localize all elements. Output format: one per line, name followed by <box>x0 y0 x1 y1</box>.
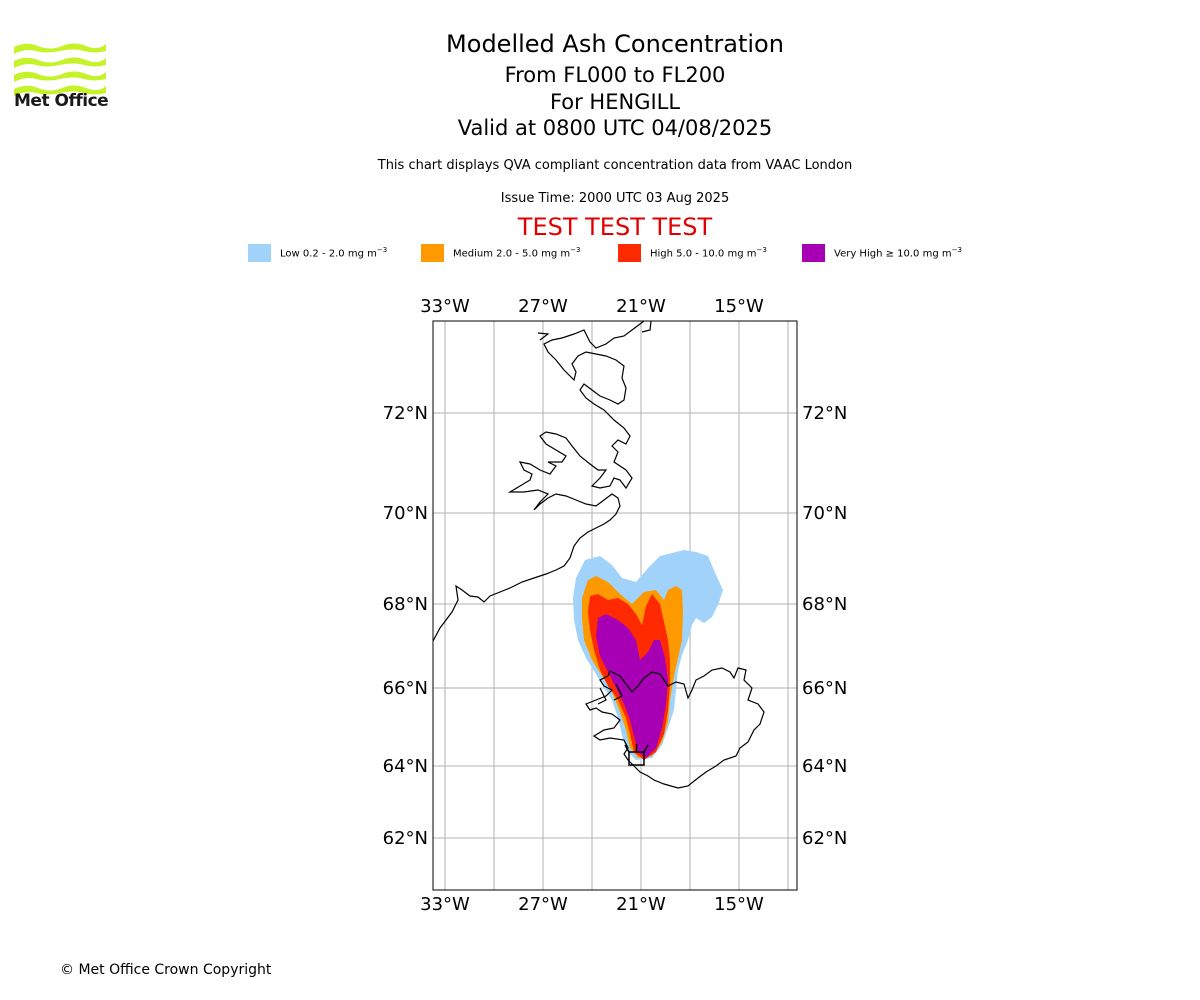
lat-label-left: 68°N <box>383 594 428 615</box>
valid-time: Valid at 0800 UTC 04/08/2025 <box>457 116 773 140</box>
legend-swatch-very-high <box>802 244 825 262</box>
chart-description: This chart displays QVA compliant concen… <box>377 158 853 173</box>
lon-label-top: 33°W <box>420 296 470 317</box>
lat-label-right: 72°N <box>802 403 847 424</box>
iceland-westfjords <box>597 683 623 705</box>
legend-label-low: Low 0.2 - 2.0 mg m−3 <box>280 246 388 260</box>
legend-item-high: High 5.0 - 10.0 mg m−3 <box>618 244 767 262</box>
ash-contour-very-high <box>596 614 668 758</box>
lon-label-bottom: 21°W <box>616 894 666 915</box>
lat-label-left: 64°N <box>383 756 428 777</box>
lon-label-bottom: 33°W <box>420 894 470 915</box>
volcano-marker-icon <box>624 744 649 766</box>
lon-label-top: 15°W <box>714 296 764 317</box>
legend-label-high: High 5.0 - 10.0 mg m−3 <box>650 246 767 260</box>
lat-label-left: 66°N <box>383 678 428 699</box>
copyright-notice: © Met Office Crown Copyright <box>60 962 272 978</box>
coastlines <box>433 321 765 789</box>
lat-label-left: 70°N <box>383 503 428 524</box>
logo-text: Met Office <box>14 91 109 111</box>
lat-label-right: 62°N <box>802 828 847 849</box>
lat-label-right: 64°N <box>802 756 847 777</box>
met-office-logo <box>14 43 106 96</box>
legend-item-very-high: Very High ≥ 10.0 mg m−3 <box>802 244 962 262</box>
lat-label-left: 62°N <box>383 828 428 849</box>
test-banner: TEST TEST TEST <box>517 213 713 241</box>
lon-label-bottom: 15°W <box>714 894 764 915</box>
volcano-name: For HENGILL <box>549 90 681 114</box>
legend-swatch-medium <box>421 244 444 262</box>
flight-levels: From FL000 to FL200 <box>504 63 726 87</box>
lat-label-right: 70°N <box>802 503 847 524</box>
iceland-coast <box>585 667 765 789</box>
legend-label-medium: Medium 2.0 - 5.0 mg m−3 <box>453 246 581 260</box>
lon-label-top: 27°W <box>518 296 568 317</box>
legend-swatch-low <box>248 244 271 262</box>
legend-swatch-high <box>618 244 641 262</box>
chart-title: Modelled Ash Concentration <box>446 30 784 58</box>
map-frame <box>432 320 798 891</box>
lon-label-bottom: 27°W <box>518 894 568 915</box>
lat-label-left: 72°N <box>383 403 428 424</box>
lat-label-right: 68°N <box>802 594 847 615</box>
greenland-coast-north <box>537 321 652 341</box>
legend-label-very-high: Very High ≥ 10.0 mg m−3 <box>834 246 962 260</box>
legend-item-low: Low 0.2 - 2.0 mg m−3 <box>248 244 387 262</box>
legend-item-medium: Medium 2.0 - 5.0 mg m−3 <box>421 244 580 262</box>
greenland-coast <box>433 321 645 642</box>
issue-time: Issue Time: 2000 UTC 03 Aug 2025 <box>500 191 730 206</box>
lat-label-right: 66°N <box>802 678 847 699</box>
lon-label-top: 21°W <box>616 296 666 317</box>
